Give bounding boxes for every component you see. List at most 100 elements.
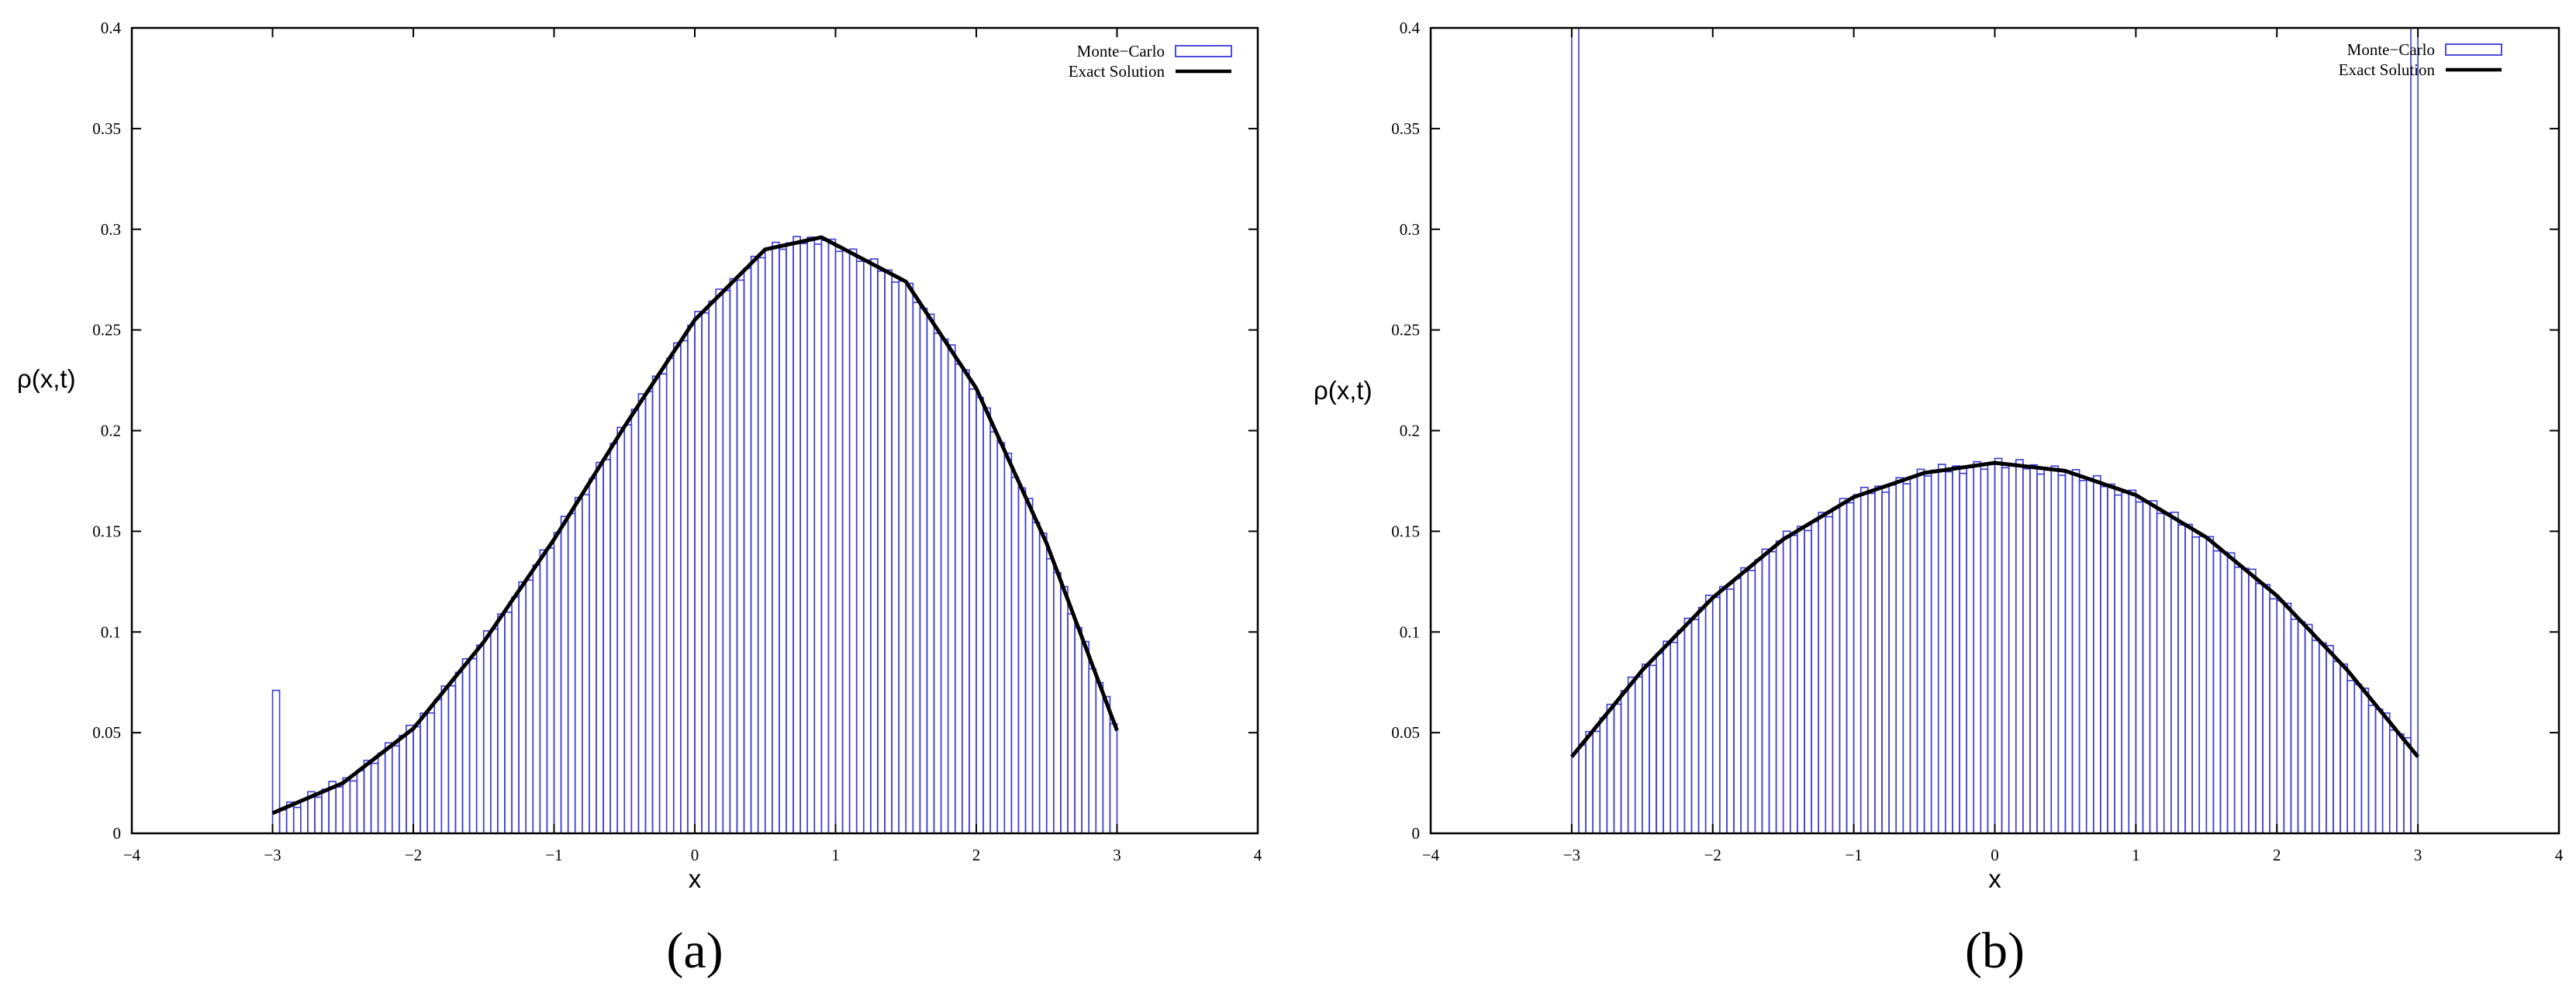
histogram-bar [278,809,288,834]
x-tick-label: −4 [123,846,141,864]
histogram-bar [1916,468,1925,834]
histogram-bar [2233,566,2243,834]
histogram-bar [637,393,647,834]
histogram-bar [1045,558,1055,834]
histogram-bar [321,788,330,834]
histogram-bar [1010,476,1020,834]
histogram-bar [1945,471,1953,834]
histogram-bar [933,333,942,834]
histogram-bar [532,564,541,834]
legend-label-monte-carlo: Monte−Carlo [1077,42,1165,60]
histogram-bar [2353,684,2363,834]
x-tick-label: −1 [1845,846,1862,864]
histogram-bar [1690,619,1700,834]
y-tick-label: 0.05 [1391,723,1420,742]
legend-label-exact-solution: Exact Solution [2339,60,2436,79]
histogram-bar [2050,465,2060,834]
histogram-bar [1937,464,1946,834]
histogram-bar [596,461,604,834]
x-tick-label: −3 [264,846,281,864]
histogram-bar [2333,660,2341,834]
histogram-bar [687,324,696,834]
y-tick-label: 0 [113,824,122,843]
y-tick-label: 0.25 [92,321,121,340]
histogram-bar [884,269,893,834]
histogram-bars [271,236,1118,834]
histogram-bar [1895,477,1904,834]
chart-panel-a: −4 −3 −2 −1 0 1 2 3 4 0 0.05 0.1 0.15 0.2 0.25 0.3 0.35 0… [17,19,1262,979]
histogram-bar [870,258,879,834]
histogram-bar [299,798,309,834]
histogram-bar [490,628,499,834]
histogram-bar [750,255,759,834]
histogram-bar [786,242,794,834]
histogram-bar [827,238,837,834]
histogram-bar [743,267,752,834]
x-tick-label: 4 [2555,846,2564,864]
histogram-bar [1642,664,1650,834]
y-tick-label: 0 [1412,824,1421,843]
y-tick-label: 0.25 [1391,321,1420,340]
histogram-bar [1761,548,1770,834]
histogram-bar [2403,736,2412,834]
y-axis-label: ρ(x,t) [17,364,76,393]
histogram-bar [1782,530,1791,834]
histogram-bar [1775,540,1784,834]
histogram-bar [2114,494,2122,834]
histogram-bar [2029,464,2038,834]
x-tick-label: 2 [2273,846,2281,864]
y-tick-label: 0.1 [101,622,121,641]
histogram-bar [1656,652,1664,834]
histogram-bar [1081,640,1089,834]
histogram-bar [2149,500,2158,834]
histogram-bar [560,516,569,834]
histogram-bar [1599,717,1608,834]
x-tick-label: 0 [691,846,699,864]
histogram-bar [1571,27,1580,834]
y-tick-label: 0.1 [1400,622,1420,641]
histogram-bar [969,388,977,834]
x-tick-label: 0 [1991,846,1999,864]
histogram-bar [1613,703,1622,834]
histogram-bar [447,684,457,834]
histogram-bar [406,724,414,834]
histogram-bar [2283,602,2292,834]
histogram-bar [2163,512,2172,834]
histogram-bar [708,300,717,834]
histogram-bar [729,278,738,834]
histogram-bar [1663,640,1671,834]
histogram-bar [898,280,907,834]
histogram-bar [2388,729,2398,834]
histogram-bar [2319,642,2327,834]
histogram-bar [1627,676,1636,834]
histogram-bar [665,357,675,834]
histogram-bar [1592,730,1601,834]
histogram-bar [1670,641,1679,834]
chart-panel-b: −4 −3 −2 −1 0 1 2 3 4 0 0.05 0.1 0.15 0.2 0.25 0.3 0.35 0… [1314,19,2564,979]
histogram-bar [644,391,654,834]
panel-label: (b) [1965,922,2025,979]
histogram-bar [525,579,534,834]
histogram-bar [335,786,344,834]
histogram-bar [314,796,323,834]
histogram-bar [2262,584,2270,834]
histogram-bar [433,698,443,834]
x-tick-label: 1 [831,846,840,864]
histogram-bars [1571,27,2419,834]
histogram-bar [574,496,583,834]
histogram-bar [962,369,970,834]
x-tick-label: 3 [1113,846,1121,864]
histogram-bar [2135,501,2144,834]
histogram-bar [1067,612,1076,834]
histogram-bar [841,250,851,834]
histogram-bar [2184,523,2193,834]
y-tick-label: 0.3 [1400,220,1420,239]
histogram-bar [2269,598,2278,834]
histogram-bar [2205,536,2215,834]
histogram-bar [799,243,808,834]
histogram-bar [2022,468,2031,834]
histogram-bar [1789,534,1798,834]
histogram-bar [2071,469,2080,834]
x-tick-label: −2 [405,846,422,864]
